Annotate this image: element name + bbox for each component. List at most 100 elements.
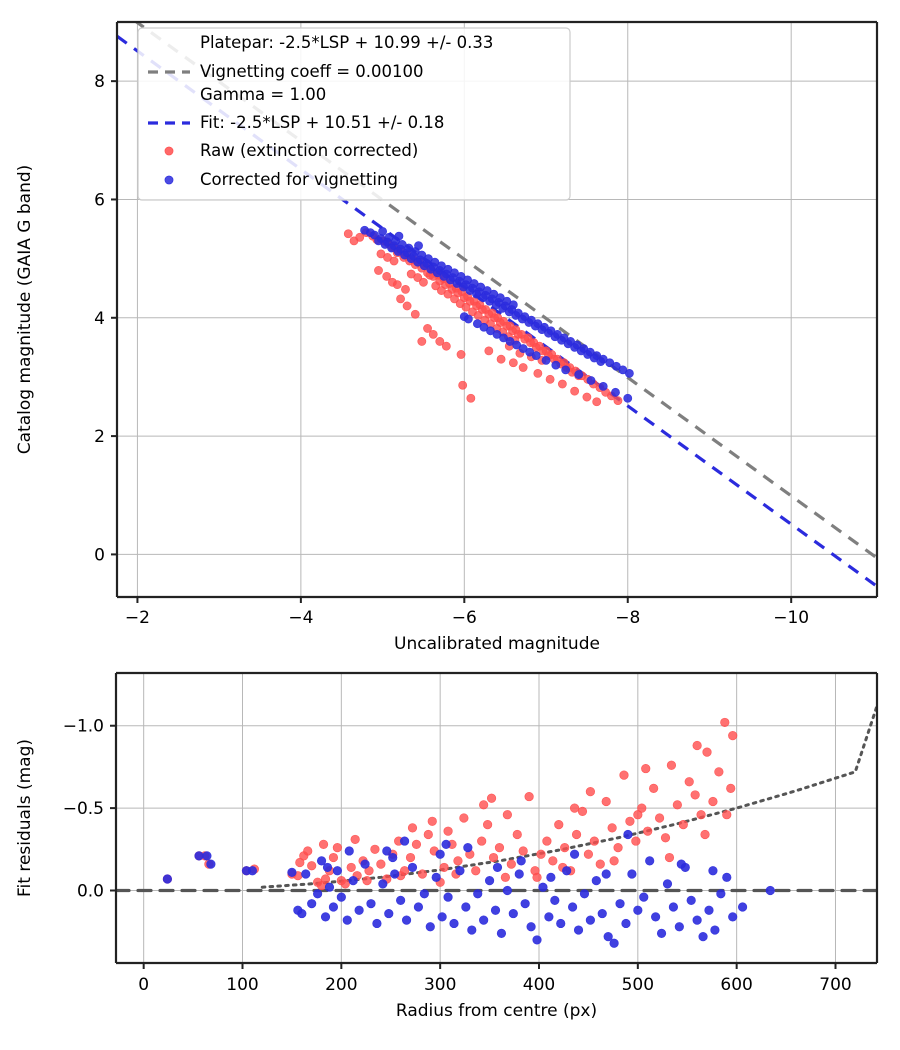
data-point bbox=[722, 810, 732, 820]
data-point bbox=[389, 256, 399, 266]
data-point bbox=[502, 885, 512, 896]
data-point bbox=[301, 869, 311, 879]
data-point bbox=[435, 337, 445, 346]
data-point bbox=[506, 859, 516, 869]
data-point bbox=[382, 846, 392, 856]
data-point bbox=[714, 767, 724, 777]
data-point bbox=[619, 770, 629, 780]
data-point bbox=[500, 872, 510, 882]
data-point bbox=[417, 869, 427, 879]
data-point bbox=[461, 902, 471, 912]
data-point bbox=[585, 915, 595, 925]
data-point bbox=[328, 902, 339, 912]
data-point bbox=[431, 872, 441, 882]
data-point bbox=[641, 763, 651, 774]
legend-entry-4[interactable]: Raw (extinction corrected) bbox=[164, 141, 418, 160]
data-point bbox=[611, 387, 620, 397]
data-point bbox=[516, 856, 526, 866]
data-point bbox=[514, 869, 524, 879]
data-point bbox=[348, 876, 358, 886]
data-point bbox=[686, 895, 696, 905]
data-point bbox=[666, 760, 677, 770]
data-point bbox=[410, 309, 420, 319]
data-point bbox=[484, 876, 495, 886]
data-point bbox=[467, 925, 477, 935]
legend-entry-1[interactable]: Vignetting coeff = 0.00100 bbox=[148, 62, 424, 81]
data-point bbox=[411, 839, 422, 849]
data-point bbox=[471, 866, 481, 876]
data-point bbox=[574, 370, 584, 379]
ytick-label-bottom-2: −1.0 bbox=[63, 717, 104, 737]
data-point bbox=[473, 889, 483, 899]
data-point bbox=[531, 351, 541, 361]
data-point bbox=[477, 836, 487, 846]
data-point bbox=[518, 363, 528, 372]
data-point bbox=[413, 273, 423, 282]
legend-entry-5[interactable]: Corrected for vignetting bbox=[164, 170, 398, 189]
data-point bbox=[502, 810, 512, 820]
data-point bbox=[589, 836, 599, 846]
data-point bbox=[728, 912, 738, 922]
data-point bbox=[202, 851, 212, 861]
data-point bbox=[573, 925, 584, 935]
data-point bbox=[322, 862, 333, 873]
data-point bbox=[297, 908, 307, 919]
legend-label-0: Platepar: -2.5*LSP + 10.99 +/- 0.33 bbox=[200, 33, 493, 52]
data-point bbox=[603, 932, 613, 942]
legend-entry-3[interactable]: Fit: -2.5*LSP + 10.51 +/- 0.18 bbox=[148, 113, 444, 132]
data-point bbox=[532, 935, 542, 945]
legend-label-4: Raw (extinction corrected) bbox=[200, 141, 418, 160]
data-point bbox=[570, 386, 580, 396]
data-point bbox=[591, 876, 601, 886]
data-point bbox=[479, 800, 489, 810]
data-point bbox=[370, 844, 380, 854]
xtick-label-bottom-1: 100 bbox=[226, 975, 258, 995]
data-point bbox=[508, 300, 518, 310]
data-point bbox=[678, 819, 688, 830]
legend-label-5: Corrected for vignetting bbox=[200, 170, 398, 189]
data-point bbox=[613, 843, 623, 853]
data-point bbox=[550, 895, 560, 905]
data-point bbox=[726, 783, 736, 793]
ytick-label-top-2: 4 bbox=[94, 309, 105, 329]
data-point bbox=[303, 846, 313, 856]
data-point bbox=[423, 324, 432, 333]
data-point bbox=[536, 849, 546, 859]
data-layer-bottom bbox=[116, 704, 877, 948]
data-point bbox=[450, 294, 459, 304]
legend-entry-2[interactable]: Gamma = 1.00 bbox=[200, 85, 326, 104]
xtick-label-bottom-3: 300 bbox=[424, 975, 456, 995]
data-point bbox=[455, 866, 465, 876]
data-point bbox=[496, 354, 506, 364]
data-point bbox=[320, 874, 331, 884]
data-point bbox=[401, 915, 412, 925]
data-point bbox=[674, 922, 684, 932]
data-point bbox=[354, 905, 364, 915]
ytick-label-top-0: 0 bbox=[94, 545, 105, 565]
data-point bbox=[696, 810, 706, 820]
data-point bbox=[162, 874, 172, 884]
data-point bbox=[427, 816, 437, 826]
data-point bbox=[382, 271, 392, 281]
data-point bbox=[601, 796, 611, 807]
xtick-label-top-4: −10 bbox=[773, 608, 809, 628]
yaxis-label-bottom: Fit residuals (mag) bbox=[15, 739, 35, 897]
data-point bbox=[524, 791, 534, 802]
data-point bbox=[710, 925, 720, 935]
legend-entry-0[interactable]: Platepar: -2.5*LSP + 10.99 +/- 0.33 bbox=[200, 33, 493, 52]
data-point bbox=[378, 227, 387, 236]
legend-label-3: Fit: -2.5*LSP + 10.51 +/- 0.18 bbox=[200, 113, 444, 132]
data-point bbox=[508, 908, 518, 919]
data-point bbox=[466, 393, 476, 403]
data-point bbox=[567, 902, 578, 912]
data-point bbox=[541, 355, 551, 365]
data-point bbox=[307, 861, 317, 871]
data-point bbox=[407, 862, 418, 873]
xaxis-label-bottom: Radius from centre (px) bbox=[396, 1001, 597, 1021]
data-point bbox=[684, 777, 694, 787]
data-point bbox=[494, 843, 505, 853]
data-point bbox=[596, 357, 606, 366]
data-point bbox=[372, 918, 382, 929]
